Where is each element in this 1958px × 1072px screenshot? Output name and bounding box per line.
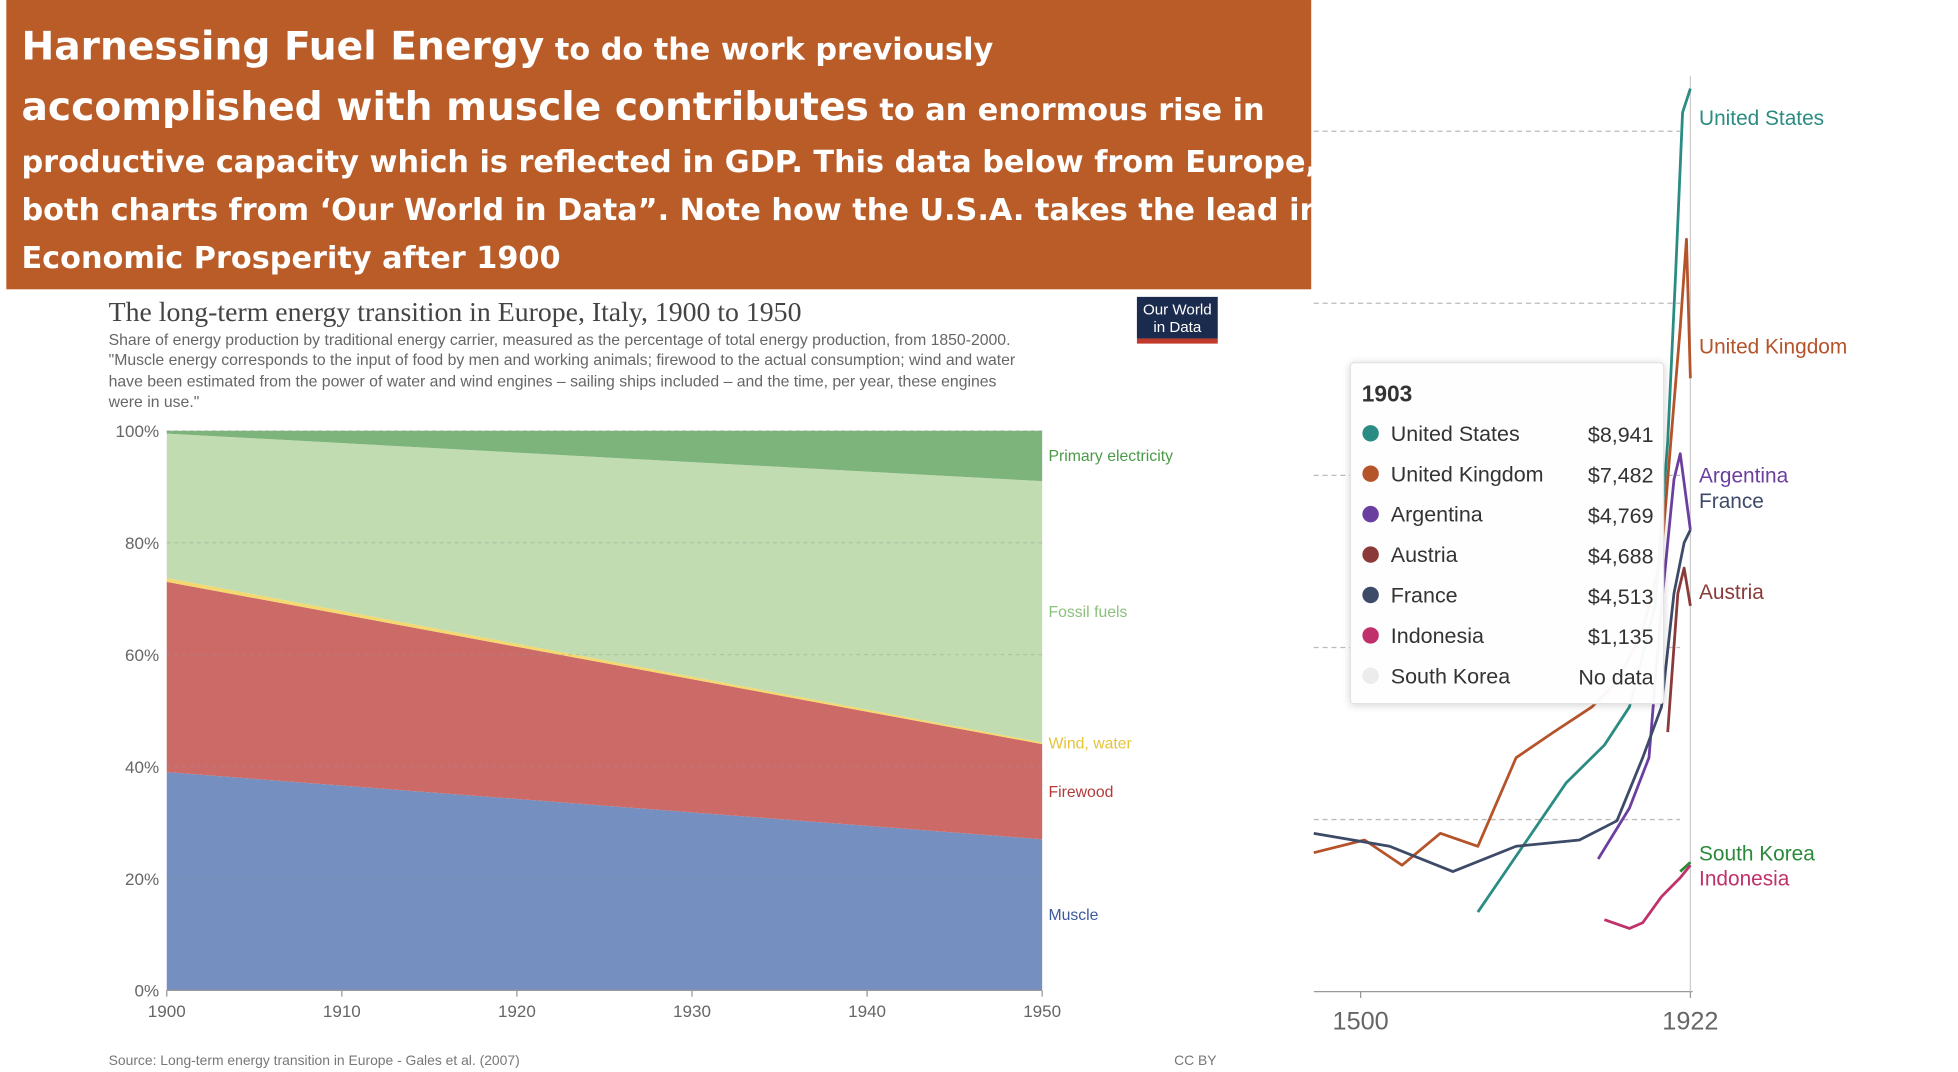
header-text: Economic Prosperity after 1900 xyxy=(21,241,560,276)
tooltip-dot xyxy=(1362,586,1379,604)
tooltip-dot xyxy=(1362,505,1379,523)
tooltip-value: $1,135 xyxy=(1588,625,1654,649)
y-tick-label: 20% xyxy=(125,870,159,889)
tooltip-name: France xyxy=(1391,584,1458,608)
x-tick-label: 1500 xyxy=(1333,1008,1389,1036)
x-tick-label: 1910 xyxy=(323,1002,361,1021)
tooltip-dot xyxy=(1362,627,1379,644)
series-label: Wind, water xyxy=(1048,735,1131,752)
x-tick-label: 1900 xyxy=(148,1002,186,1021)
line-series xyxy=(1313,529,1692,873)
y-tick-label: 100% xyxy=(116,422,160,441)
area-band xyxy=(166,430,1043,482)
y-tick-label: 60% xyxy=(125,646,159,665)
area-band xyxy=(166,581,1043,840)
series-label: Fossil fuels xyxy=(1048,604,1127,621)
line-series xyxy=(1313,237,1692,867)
series-label: Indonesia xyxy=(1699,868,1790,891)
header-text: Harnessing Fuel Energy xyxy=(21,24,544,69)
x-tick-label: 1950 xyxy=(1023,1002,1061,1021)
series-label: United Kingdom xyxy=(1699,336,1847,359)
tooltip-value: $4,769 xyxy=(1588,504,1654,528)
gdp-chart: 1500 1922 United States United Kingdom Argen… xyxy=(1313,75,1847,1036)
series-label: France xyxy=(1699,490,1764,513)
license: CC BY xyxy=(1174,1052,1216,1068)
line-series xyxy=(1603,864,1692,930)
series-label: Argentina xyxy=(1699,465,1789,488)
series-label: Firewood xyxy=(1048,784,1113,801)
x-tick-label: 1922 xyxy=(1662,1008,1718,1036)
area-band xyxy=(166,577,1043,745)
y-tick-label: 0% xyxy=(135,982,160,1001)
tooltip-dot xyxy=(1362,546,1379,563)
tooltip-value: $8,941 xyxy=(1588,423,1654,447)
logo-text: Our World xyxy=(1143,302,1212,319)
tooltip-value: $4,688 xyxy=(1588,544,1654,568)
header-line: accomplished with muscle contributes to … xyxy=(21,85,1264,130)
tooltip-name: Indonesia xyxy=(1391,624,1484,648)
logo-text: in Data xyxy=(1153,319,1202,336)
x-tick-label: 1920 xyxy=(498,1002,536,1021)
header-line: Harnessing Fuel Energy to do the work pr… xyxy=(21,24,993,69)
logo-bar xyxy=(1136,338,1218,344)
tooltip-dot xyxy=(1362,465,1379,482)
header-text: to do the work previously xyxy=(544,32,993,67)
tooltip-dot xyxy=(1362,667,1379,685)
line-series xyxy=(1679,861,1692,873)
x-tick-label: 1930 xyxy=(673,1002,711,1021)
header-text: to an enormous rise in xyxy=(869,93,1265,128)
logo-box xyxy=(1136,296,1218,339)
tooltip-value: $7,482 xyxy=(1588,464,1654,488)
tooltip-name: Austria xyxy=(1391,543,1458,567)
y-tick-label: 80% xyxy=(125,534,159,553)
series-label: Austria xyxy=(1699,581,1764,604)
tooltip-value: $4,513 xyxy=(1588,585,1654,609)
tooltip-name: Argentina xyxy=(1391,503,1483,527)
x-tick-label: 1940 xyxy=(848,1002,886,1021)
chart-title: The long-term energy transition in Europ… xyxy=(109,297,802,328)
tooltip-name: South Korea xyxy=(1391,664,1510,688)
tooltip-name: United States xyxy=(1391,422,1520,446)
chart-subtitle: "Muscle energy corresponds to the input … xyxy=(109,352,1016,369)
chart-subtitle: were in use." xyxy=(108,394,200,411)
energy-chart: Muscle Firewood Wind, water Fossil fuels Pri… xyxy=(116,422,1174,1021)
header-box xyxy=(6,0,1312,290)
header-text: accomplished with muscle contributes xyxy=(21,85,868,130)
header-text: both charts from ‘Our World in Data”. No… xyxy=(21,193,1321,228)
chart-subtitle: Share of energy production by traditiona… xyxy=(109,332,1011,349)
series-label: Muscle xyxy=(1048,907,1098,924)
header-text: productive capacity which is reflected i… xyxy=(21,145,1317,180)
chart-subtitle: have been estimated from the power of wa… xyxy=(109,374,997,391)
tooltip-name: United Kingdom xyxy=(1391,462,1544,486)
y-tick-label: 40% xyxy=(125,758,159,777)
series-label: South Korea xyxy=(1699,842,1815,865)
tooltip: 1903 United States $8,941 United Kingdom $7… xyxy=(1349,361,1665,705)
series-label: Primary electricity xyxy=(1048,448,1173,465)
source-note: Source: Long-term energy transition in E… xyxy=(109,1052,520,1068)
tooltip-box xyxy=(1349,361,1665,705)
line-series xyxy=(1666,566,1692,733)
area-band xyxy=(166,433,1043,743)
tooltip-title: 1903 xyxy=(1362,381,1413,407)
tooltip-value: No data xyxy=(1578,666,1653,690)
tooltip-dot xyxy=(1362,425,1379,442)
series-label: United States xyxy=(1699,107,1824,130)
area-band xyxy=(166,772,1043,991)
